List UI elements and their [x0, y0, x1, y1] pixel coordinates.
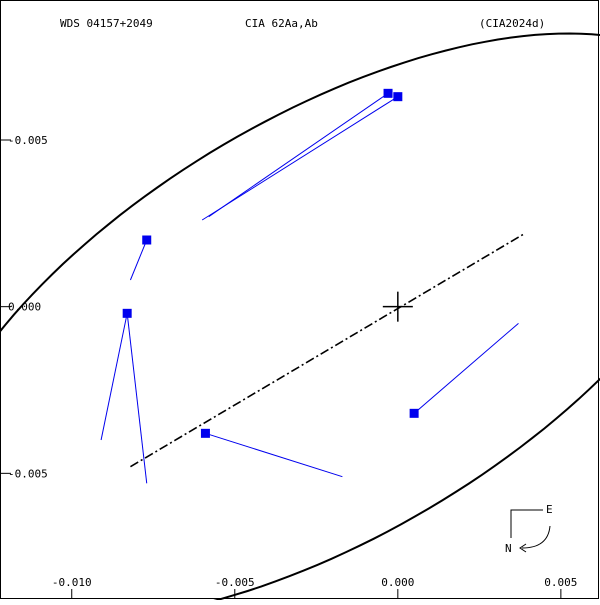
residual-line-3 — [100, 313, 128, 441]
residual-lines — [100, 92, 519, 484]
observation-point-2 — [142, 235, 152, 245]
observation-points — [122, 88, 419, 438]
x-tick-label-2: 0.000 — [381, 576, 414, 589]
residual-line-0 — [208, 92, 389, 218]
y-tick-label-2: -0.005 — [8, 467, 48, 480]
residual-line-5 — [205, 432, 343, 478]
residual-line-6 — [413, 322, 519, 414]
axis-ticks: -0.010 -0.005 0.000 0.005 -0.005 0.000 -0.005 — [1, 134, 577, 599]
observation-point-5 — [200, 428, 210, 438]
y-tick-label-1: 0.000 — [8, 301, 41, 314]
residual-line-1 — [201, 96, 399, 221]
observation-point-0 — [383, 88, 393, 98]
header-pair-label: CIA 62Aa,Ab — [245, 17, 318, 30]
observation-point-3 — [122, 308, 132, 318]
compass-north-label: N — [505, 542, 512, 555]
x-tick-label-0: -0.010 — [52, 576, 92, 589]
orbit-layer — [0, 32, 600, 605]
observation-point-1 — [393, 92, 403, 102]
y-tick-label-0: -0.005 — [8, 134, 48, 147]
header-reference-label: (CIA2024d) — [479, 17, 545, 30]
compass-arrow-head — [519, 543, 527, 553]
header-wds-label: WDS 04157+2049 — [60, 17, 153, 30]
x-tick-label-1: -0.005 — [215, 576, 255, 589]
compass-rotation-arrow — [521, 525, 551, 549]
orbit-ellipse — [0, 32, 600, 605]
residual-line-4 — [126, 313, 148, 484]
line-of-nodes — [130, 232, 526, 468]
compass-rose: E N — [505, 503, 553, 555]
residual-line-2 — [129, 239, 148, 281]
compass-east-arm — [510, 509, 543, 538]
x-tick-label-3: 0.005 — [544, 576, 577, 589]
observation-point-6 — [409, 408, 419, 418]
compass-east-label: E — [546, 503, 553, 516]
